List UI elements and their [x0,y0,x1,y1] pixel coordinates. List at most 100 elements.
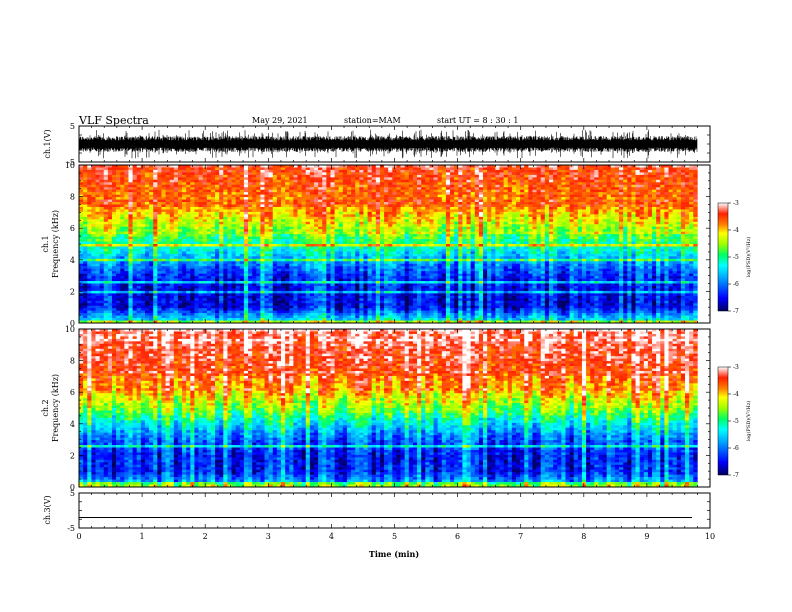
spectrogram-cell [260,214,264,217]
spectrogram-cell [483,175,487,178]
spectrogram-cell [133,209,137,212]
spectrogram-cell [607,242,611,245]
spectrogram-cell [425,185,429,188]
spectrogram-cell [396,234,400,237]
spectrogram-cell [314,232,318,235]
spectrogram-cell [652,214,656,217]
spectrogram-cell [116,167,120,170]
spectrogram-cell [269,187,273,190]
spectrogram-cell [450,180,454,183]
spectrogram-cell [425,219,429,222]
spectrogram-cell [87,214,91,217]
spectrogram-cell [574,185,578,188]
spectrogram-cell [145,227,149,230]
spectrogram-cell [541,192,545,195]
spectrogram-cell [640,200,644,203]
spectrogram-cell [401,242,405,245]
spectrogram-cell [182,190,186,193]
spectrogram-cell [314,202,318,205]
spectrogram-cell [359,237,363,240]
spectrogram-cell [281,172,285,175]
spectrogram-cell [95,187,99,190]
spectrogram-cell [693,175,697,178]
spectrogram-cell [273,219,277,222]
spectrogram-cell [368,237,372,240]
spectrogram-cell [524,219,528,222]
spectrogram-cell [681,190,685,193]
spectrogram-cell [549,234,553,237]
spectrogram-cell [322,192,326,195]
spectrogram-cell [582,237,586,240]
spectrogram-cell [479,207,483,210]
spectrogram-cell [669,227,673,230]
spectrogram-cell [487,200,491,203]
spectrogram-cell [644,187,648,190]
spectrogram-cell [302,177,306,180]
spectrogram-cell [405,185,409,188]
spectrogram-cell [590,207,594,210]
spectrogram-cell [532,190,536,193]
spectrogram-cell [656,232,660,235]
spectrogram-cell [91,202,95,205]
spectrogram-cell [421,229,425,232]
spectrogram-cell [578,222,582,225]
spectrogram-cell [512,170,516,173]
spectrogram-cell [483,180,487,183]
spectrogram-cell [265,202,269,205]
spectrogram-cell [335,197,339,200]
spectrogram-cell [186,180,190,183]
spectrogram-cell [689,209,693,212]
spectrogram-cell [335,185,339,188]
spectrogram-cell [475,209,479,212]
spectrogram-cell [137,237,141,240]
spectrogram-cell [677,209,681,212]
spectrogram-cell [368,202,372,205]
spectrogram-cell [281,177,285,180]
spectrogram-cell [293,232,297,235]
spectrogram-cell [194,195,198,198]
spectrogram-cell [508,202,512,205]
spectrogram-cell [326,167,330,170]
spectrogram-cell [491,237,495,240]
spectrogram-cell [281,217,285,220]
spectrogram-cell [314,170,318,173]
spectrogram-cell [108,182,112,185]
spectrogram-cell [207,222,211,225]
spectrogram-cell [483,197,487,200]
spectrogram-cell [619,190,623,193]
spectrogram-cell [293,244,297,247]
spectrogram-cell [277,207,281,210]
spectrogram-cell [347,182,351,185]
spectrogram-cell [351,209,355,212]
spectrogram-cell [157,182,161,185]
spectrogram-cell [83,212,87,215]
spectrogram-cell [170,175,174,178]
spectrogram-cell [590,224,594,227]
spectrogram-cell [475,202,479,205]
spectrogram-cell [660,214,664,217]
spectrogram-cell [203,182,207,185]
spectrogram-cell [273,167,277,170]
spectrogram-cell [104,197,108,200]
spectrogram-cell [170,207,174,210]
spectrogram-cell [277,192,281,195]
spectrogram-cell [190,202,194,205]
spectrogram-cell [586,182,590,185]
spectrogram-cell [582,195,586,198]
spectrogram-cell [170,237,174,240]
spectrogram-cell [157,242,161,245]
spectrogram-cell [479,195,483,198]
spectrogram-cell [413,180,417,183]
spectrogram-cell [227,209,231,212]
spectrogram-cell [351,185,355,188]
spectrogram-cell [227,232,231,235]
spectrogram-cell [487,217,491,220]
spectrogram-cell [454,195,458,198]
spectrogram-cell [273,212,277,215]
spectrogram-cell [615,190,619,193]
spectrogram-cell [104,212,108,215]
spectrogram-cell [355,232,359,235]
spectrogram-cell [104,205,108,208]
spectrogram-cell [504,217,508,220]
spectrogram-cell [335,195,339,198]
